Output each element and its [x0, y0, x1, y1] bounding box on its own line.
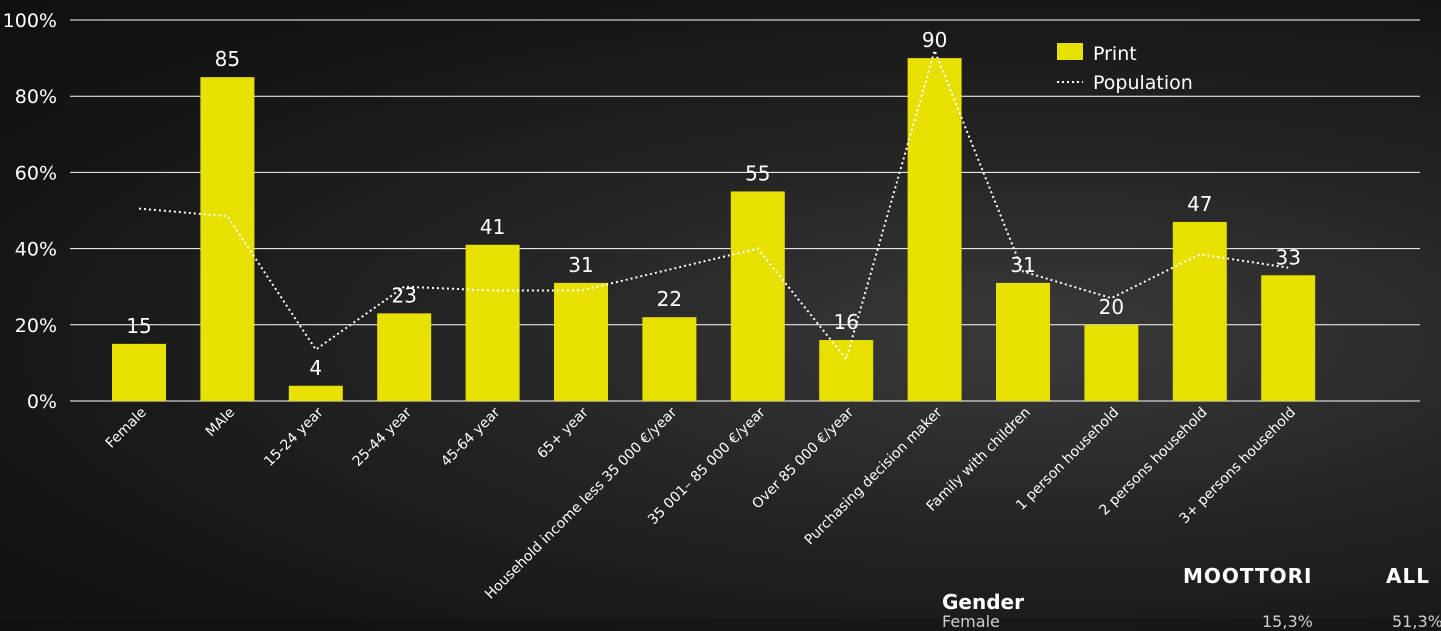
y-tick-label: 80%: [15, 86, 57, 108]
x-tick-label: 65+ year: [534, 404, 592, 462]
bar: [1172, 221, 1227, 401]
bar: [907, 58, 962, 401]
bar: [819, 340, 874, 401]
bar-value-label: 4: [309, 356, 322, 380]
table-row-value-all: 51,3%: [1392, 612, 1441, 631]
bar: [1084, 324, 1139, 401]
bar: [1261, 275, 1316, 401]
legend-print-label: Print: [1093, 43, 1137, 65]
x-tick-label: 25-44 year: [350, 404, 415, 469]
bar-value-label: 90: [922, 28, 947, 52]
x-tick-label: 15-24 year: [261, 404, 326, 469]
population-line: [138, 47, 1289, 362]
x-axis-ticks: Female MAle 15-24 year 25-44 year 45-64 year…: [103, 404, 1299, 602]
bar-value-label: 55: [745, 161, 770, 185]
y-tick-label: 40%: [15, 239, 57, 261]
y-tick-label: 20%: [15, 315, 57, 337]
bar-value-label: 22: [657, 287, 682, 311]
bar: [642, 317, 697, 401]
bar-value-label: 31: [1010, 253, 1035, 277]
table-header-moottori: MOOTTORI: [1183, 564, 1313, 588]
bar: [112, 343, 166, 401]
data-labels: 15 85 4 23 41 31 22 55 16 90 31 20 47 33: [126, 28, 1301, 380]
bar: [554, 282, 608, 401]
bar-value-label: 15: [126, 314, 151, 338]
bar-value-label: 41: [480, 215, 505, 239]
y-tick-label: 100%: [3, 10, 57, 32]
x-tick-label: Household income less 35 000 €/year: [482, 404, 680, 602]
legend-population-label: Population: [1093, 72, 1193, 94]
bar: [730, 191, 785, 401]
table-header-all: ALL: [1386, 564, 1430, 588]
bar: [465, 244, 520, 401]
table-row-value-moottori: 15,3%: [1262, 612, 1313, 631]
legend: Print Population: [1057, 43, 1193, 94]
bar-value-label: 33: [1275, 245, 1300, 269]
table-row-label: Female: [942, 612, 1000, 631]
bar-value-label: 31: [568, 253, 593, 277]
table-section-gender: Gender: [942, 590, 1024, 614]
y-tick-label: 60%: [15, 162, 57, 184]
population-series-line: [138, 47, 1289, 362]
bar: [288, 385, 343, 401]
bar-value-label: 20: [1099, 295, 1124, 319]
x-tick-label: 45-64 year: [438, 404, 503, 469]
bar: [377, 313, 432, 401]
y-tick-label: 0%: [27, 391, 57, 413]
bar-value-label: 85: [215, 47, 240, 71]
x-tick-label: Over 85 000 €/year: [749, 404, 857, 512]
bar-value-label: 47: [1187, 192, 1212, 216]
bar-value-label: 16: [833, 310, 858, 334]
print-bars: [112, 58, 1316, 402]
x-tick-label: Female: [103, 405, 150, 452]
legend-print-swatch: [1057, 43, 1083, 60]
bar-value-label: 23: [391, 283, 416, 307]
bar: [996, 282, 1050, 401]
x-tick-label: MAle: [203, 405, 238, 440]
y-axis-ticks: 0% 20% 40% 60% 80% 100%: [3, 10, 57, 413]
bar: [200, 77, 255, 402]
